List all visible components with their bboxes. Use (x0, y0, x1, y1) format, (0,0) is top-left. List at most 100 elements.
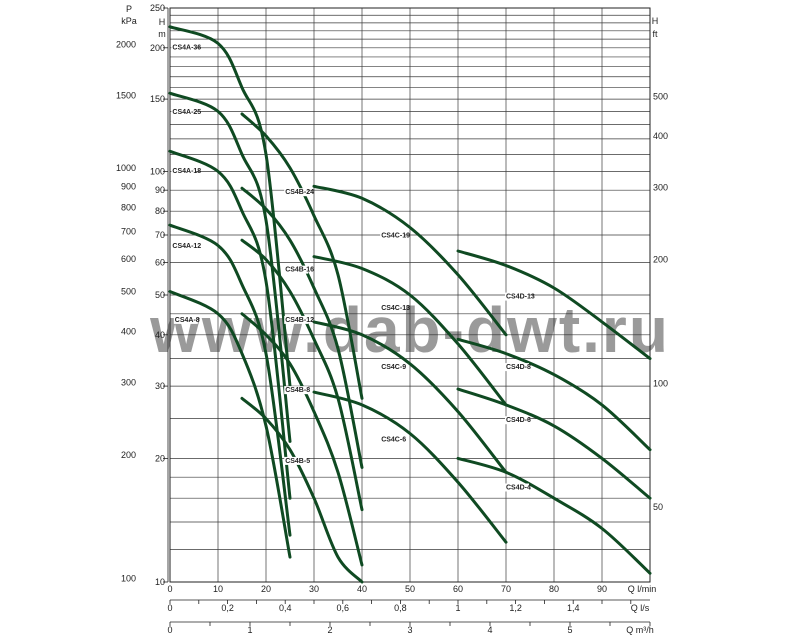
ft-axis-tick-label: 300 (653, 182, 668, 192)
curve-label-background (505, 416, 529, 425)
h-axis-tick-label: 40 (155, 330, 165, 340)
lmin-axis-tick-label: 50 (405, 584, 415, 594)
m3h-axis-tick-label: 4 (487, 625, 492, 635)
curve-cs4c-6 (312, 390, 508, 544)
lmin-axis-tick-label: 10 (213, 584, 223, 594)
grid (170, 8, 650, 582)
lmin-axis-tick-label: 20 (261, 584, 271, 594)
lmin-axis-tick-label: 90 (597, 584, 607, 594)
h-axis-title: H (159, 17, 166, 27)
h-axis-tick-label: 30 (155, 381, 165, 391)
curve-cs4b-16 (240, 186, 364, 469)
curve-label-background (284, 265, 309, 274)
curve-label-background (284, 188, 309, 197)
p-axis-tick-label: 300 (121, 378, 136, 388)
curve-label-cs4a-18: CS4A-18 (172, 168, 201, 175)
m3h-axis-tick-label: 5 (567, 625, 572, 635)
curve-label-background (380, 231, 405, 240)
h-axis-tick-label: 100 (150, 166, 165, 176)
ls-axis-tick-label: 0 (167, 603, 172, 613)
curve-label-background (171, 43, 196, 52)
m3h-axis-tick-label: 1 (247, 625, 252, 635)
ls-axis-tick-label: 0,8 (394, 603, 407, 613)
h-axis-tick-label: 60 (155, 257, 165, 267)
p-axis-title: P (126, 4, 132, 14)
curve-label-background (284, 386, 309, 395)
h-axis-tick-label: 250 (150, 3, 165, 13)
curve-cs4b-24 (240, 112, 364, 400)
curve-label-cs4b-12: CS4B-12 (285, 317, 314, 324)
ft-axis-unit: ft (652, 29, 658, 39)
curve-cs4c-19 (312, 184, 508, 337)
h-axis-unit: m (158, 29, 166, 39)
curve-cs4d-8 (456, 337, 652, 452)
m3h-axis-tick-label: 3 (407, 625, 412, 635)
curve-label-background (173, 315, 198, 324)
curve-label-cs4d-13: CS4D-13 (506, 294, 535, 301)
curve-label-cs4c-19: CS4C-19 (381, 233, 410, 240)
lmin-axis-title: Q l/min (628, 584, 657, 594)
curve-cs4a-8 (168, 290, 292, 559)
curve-label-cs4a-25: CS4A-25 (172, 109, 201, 116)
curve-label-cs4c-13: CS4C-13 (381, 305, 410, 312)
p-axis-tick-label: 900 (121, 182, 136, 192)
curve-label-cs4b-24: CS4B-24 (285, 189, 314, 196)
ls-axis-tick-label: 0,4 (279, 603, 292, 613)
h-axis-tick-label: 80 (155, 206, 165, 216)
curve-cs4a-25 (168, 91, 292, 443)
curve-label-cs4a-12: CS4A-12 (172, 243, 201, 250)
ls-axis-title: Q l/s (631, 603, 650, 613)
h-axis-tick-label: 90 (155, 185, 165, 195)
p-axis-tick-label: 200 (121, 450, 136, 460)
ft-axis-title: H (652, 16, 659, 26)
curve-label-background (380, 363, 405, 372)
curve-label-background (284, 315, 309, 324)
curve-label-cs4a-36: CS4A-36 (172, 45, 201, 52)
m3h-axis-tick-label: 2 (327, 625, 332, 635)
curve-label-background (380, 303, 405, 312)
curve-label-cs4d-8: CS4D-8 (506, 364, 531, 371)
curve-cs4c-13 (312, 255, 508, 407)
curve-cs4b-8 (240, 312, 364, 567)
curve-cs4a-18 (168, 149, 292, 500)
plot-frame (169, 7, 651, 583)
plot-border (169, 7, 651, 583)
curve-cs4c-9 (312, 320, 508, 474)
curve-cs4a-12 (168, 223, 292, 537)
ls-axis-tick-label: 0,2 (221, 603, 234, 613)
curve-label-background (380, 435, 405, 444)
lmin-axis-tick-label: 40 (357, 584, 367, 594)
curve-cs4d-6 (456, 387, 652, 500)
curve-label-cs4d-6: CS4D-6 (506, 417, 531, 424)
lmin-axis-tick-label: 30 (309, 584, 319, 594)
curve-label-cs4b-16: CS4B-16 (285, 267, 314, 274)
ft-axis-tick-label: 400 (653, 131, 668, 141)
curve-label-cs4c-6: CS4C-6 (381, 436, 406, 443)
ft-axis-tick-label: 500 (653, 91, 668, 101)
curve-cs4a-36 (168, 25, 292, 388)
lmin-axis-tick-label: 80 (549, 584, 559, 594)
curve-label-background (171, 167, 196, 176)
curve-label-background (171, 242, 196, 251)
curve-label-background (171, 107, 196, 116)
curve-label-cs4a-8: CS4A-8 (175, 317, 200, 324)
p-axis-tick-label: 600 (121, 254, 136, 264)
curve-label-cs4b-8: CS4B-8 (285, 387, 310, 394)
curve-cs4b-12 (240, 238, 364, 512)
p-axis-tick-label: 1500 (116, 91, 136, 101)
curve-cs4d-13 (456, 249, 652, 361)
lmin-axis-tick-label: 0 (167, 584, 172, 594)
m3h-axis-tick-label: 0 (167, 625, 172, 635)
curve-label-background (284, 456, 309, 465)
h-axis-tick-label: 200 (150, 43, 165, 53)
ft-axis-tick-label: 50 (653, 502, 663, 512)
ls-axis-tick-label: 0,6 (337, 603, 350, 613)
h-axis-tick-label: 150 (150, 94, 165, 104)
curve-label-background (505, 292, 529, 301)
p-axis-tick-label: 700 (121, 227, 136, 237)
curve-cs4d-4 (456, 456, 652, 575)
p-axis-tick-label: 2000 (116, 39, 136, 49)
curve-label-cs4c-9: CS4C-9 (381, 364, 406, 371)
